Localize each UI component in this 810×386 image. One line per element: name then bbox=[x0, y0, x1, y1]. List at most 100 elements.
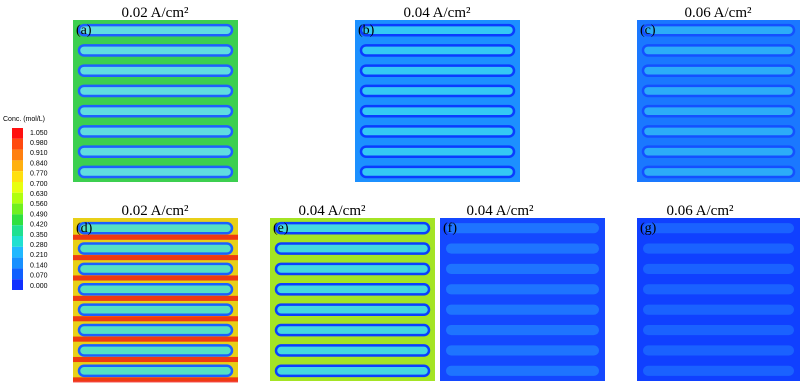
flow-channel bbox=[643, 345, 794, 356]
hot-band bbox=[73, 377, 238, 383]
colorbar-tick-label: 0.210 bbox=[30, 252, 48, 259]
flow-channel bbox=[77, 303, 234, 317]
colorbar-tick-label: 0.140 bbox=[30, 262, 48, 269]
flow-channel bbox=[77, 242, 234, 255]
flow-channel bbox=[77, 64, 234, 77]
colorbar-band bbox=[12, 214, 23, 226]
hot-band bbox=[73, 234, 238, 240]
flow-channel bbox=[641, 64, 796, 77]
flow-channel bbox=[359, 145, 516, 158]
flow-channel bbox=[359, 84, 516, 98]
panel-background bbox=[637, 218, 800, 381]
colorbar-title: Conc. (mol/L) bbox=[3, 116, 45, 123]
flow-channel bbox=[446, 345, 599, 356]
flow-channel bbox=[359, 125, 516, 138]
colorbar-band bbox=[12, 160, 23, 172]
panel-label: (g) bbox=[640, 221, 657, 236]
contour-panel bbox=[73, 20, 238, 182]
colorbar-tick-label: 0.840 bbox=[30, 160, 48, 167]
hot-band bbox=[73, 356, 238, 363]
contour-panel bbox=[270, 218, 435, 381]
contour-panel bbox=[73, 218, 238, 383]
panel-label: (b) bbox=[358, 23, 375, 38]
colorbar-band bbox=[12, 279, 23, 290]
flow-channel bbox=[274, 344, 431, 357]
contour-panel bbox=[355, 20, 520, 182]
flow-channel bbox=[641, 104, 796, 118]
flow-channel bbox=[446, 223, 599, 234]
flow-channel bbox=[274, 221, 431, 235]
flow-channel bbox=[77, 23, 234, 37]
flow-channel bbox=[274, 262, 431, 276]
flow-channel bbox=[359, 104, 516, 118]
colorbar-band bbox=[12, 225, 23, 236]
flow-channel bbox=[641, 125, 796, 138]
panel-title: 0.04 A/cm² bbox=[299, 203, 366, 219]
flow-channel bbox=[274, 303, 431, 317]
colorbar-band bbox=[12, 246, 23, 258]
panel-title: 0.04 A/cm² bbox=[467, 203, 534, 219]
flow-channel bbox=[643, 284, 794, 295]
flow-channel bbox=[446, 324, 599, 336]
flow-channel bbox=[643, 304, 794, 315]
flow-channel bbox=[643, 263, 794, 275]
colorbar-band bbox=[12, 149, 23, 161]
colorbar-tick-label: 1.050 bbox=[30, 130, 48, 137]
colorbar-band bbox=[12, 138, 23, 150]
colorbar-band bbox=[12, 128, 23, 139]
colorbar-band bbox=[12, 182, 23, 193]
contour-panel bbox=[637, 20, 800, 182]
colorbar-tick-label: 0.700 bbox=[30, 181, 48, 188]
panel-title: 0.02 A/cm² bbox=[122, 5, 189, 21]
colorbar-band bbox=[12, 257, 23, 269]
flow-channel bbox=[641, 165, 796, 179]
flow-channel bbox=[77, 104, 234, 118]
flow-channel bbox=[77, 323, 234, 337]
flow-channel bbox=[641, 23, 796, 37]
flow-channel bbox=[77, 44, 234, 57]
panel-title: 0.06 A/cm² bbox=[685, 5, 752, 21]
colorbar-tick-label: 0.560 bbox=[30, 201, 48, 208]
colorbar-tick-label: 0.070 bbox=[30, 273, 48, 280]
colorbar-band bbox=[12, 171, 23, 182]
panel-label: (a) bbox=[76, 23, 92, 38]
flow-channel bbox=[77, 221, 234, 235]
flow-channel bbox=[446, 365, 599, 376]
flow-channel bbox=[274, 242, 431, 255]
flow-channel bbox=[641, 145, 796, 158]
flow-channel bbox=[446, 284, 599, 295]
panel-label: (f) bbox=[443, 221, 457, 236]
panel-background bbox=[440, 218, 605, 381]
flow-channel bbox=[641, 44, 796, 57]
colorbar-tick-label: 0.980 bbox=[30, 140, 48, 147]
colorbar-tick-label: 0.350 bbox=[30, 232, 48, 239]
flow-channel bbox=[77, 262, 234, 276]
hot-band bbox=[73, 295, 238, 301]
hot-band bbox=[73, 316, 238, 322]
colorbar-tick-label: 0.630 bbox=[30, 191, 48, 198]
hot-band bbox=[73, 275, 238, 281]
flow-channel bbox=[274, 282, 431, 296]
flow-channel bbox=[77, 145, 234, 158]
flow-channel bbox=[643, 223, 794, 234]
colorbar-tick-label: 0.770 bbox=[30, 171, 48, 178]
flow-channel bbox=[274, 364, 431, 378]
colorbar-band bbox=[12, 268, 23, 280]
flow-channel bbox=[77, 364, 234, 378]
flow-channel bbox=[77, 282, 234, 296]
flow-channel bbox=[359, 165, 516, 179]
flow-channel bbox=[77, 125, 234, 138]
colorbar-band bbox=[12, 192, 23, 204]
contour-panel bbox=[637, 218, 800, 381]
colorbar-band bbox=[12, 236, 23, 247]
flow-channel bbox=[274, 323, 431, 337]
flow-channel bbox=[641, 84, 796, 98]
hot-band bbox=[73, 336, 238, 342]
flow-channel bbox=[446, 243, 599, 254]
panel-title: 0.06 A/cm² bbox=[667, 203, 734, 219]
colorbar-tick-label: 0.000 bbox=[30, 283, 48, 290]
flow-channel bbox=[446, 304, 599, 315]
flow-channel bbox=[77, 344, 234, 357]
contour-panel bbox=[440, 218, 605, 381]
